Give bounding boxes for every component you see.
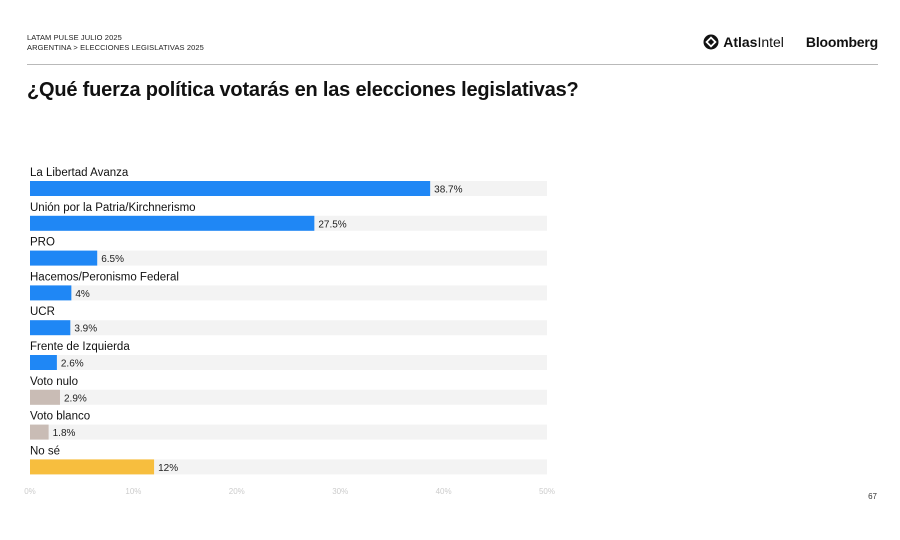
bar-track (30, 355, 547, 370)
x-tick-label: 30% (332, 487, 348, 496)
atlasintel-wordmark-bold: Atlas (723, 34, 758, 50)
value-label: 6.5% (101, 254, 124, 265)
bar (30, 285, 72, 301)
value-label: 27.5% (318, 219, 346, 230)
atlasintel-mark-icon (703, 34, 719, 50)
chart-title: ¿Qué fuerza política votarás en las elec… (27, 79, 579, 101)
bar-track (30, 285, 547, 301)
atlasintel-wordmark-light: Intel (757, 34, 784, 50)
bar-track (30, 250, 547, 266)
category-label: Hacemos/Peronismo Federal (30, 271, 179, 283)
value-label: 1.8% (53, 428, 76, 439)
category-label: La Libertad Avanza (30, 167, 129, 179)
logos: Atlas Intel Bloomberg (703, 34, 878, 50)
x-tick-label: 50% (539, 487, 555, 496)
bar-track (30, 424, 547, 440)
bar-track (30, 459, 547, 475)
x-tick-label: 40% (436, 487, 452, 496)
value-label: 2.9% (64, 393, 87, 404)
category-label: No sé (30, 445, 60, 457)
report-series: LATAM PULSE JULIO 2025 (27, 33, 122, 42)
category-label: Unión por la Patria/Kirchnerismo (30, 202, 196, 214)
bar (30, 424, 49, 440)
report-breadcrumb: ARGENTINA > ELECCIONES LEGISLATIVAS 2025 (27, 43, 204, 52)
x-tick-label: 20% (229, 487, 245, 496)
category-label: PRO (30, 237, 55, 249)
value-label: 12% (158, 463, 178, 474)
category-label: UCR (30, 306, 55, 318)
value-label: 4% (75, 289, 90, 300)
value-label: 38.7% (434, 185, 462, 196)
category-label: Voto nulo (30, 376, 78, 388)
atlasintel-logo: Atlas Intel (703, 34, 784, 50)
bloomberg-logo: Bloomberg (805, 34, 878, 50)
category-label: Frente de Izquierda (30, 341, 130, 353)
bar-track (30, 389, 547, 405)
page-number: 67 (868, 492, 877, 501)
category-label: Voto blanco (30, 411, 90, 423)
x-tick-label: 10% (125, 487, 141, 496)
x-tick-label: 0% (24, 487, 36, 496)
bar (30, 459, 155, 475)
report-header: LATAM PULSE JULIO 2025 ARGENTINA > ELECC… (27, 33, 204, 53)
bar (30, 181, 431, 196)
value-label: 2.6% (61, 359, 84, 370)
bar (30, 355, 57, 370)
value-label: 3.9% (74, 324, 97, 335)
bar (30, 250, 98, 266)
header-divider (27, 64, 878, 65)
bar (30, 389, 60, 405)
bar-track (30, 320, 547, 336)
bar (30, 320, 71, 336)
bar (30, 215, 315, 231)
